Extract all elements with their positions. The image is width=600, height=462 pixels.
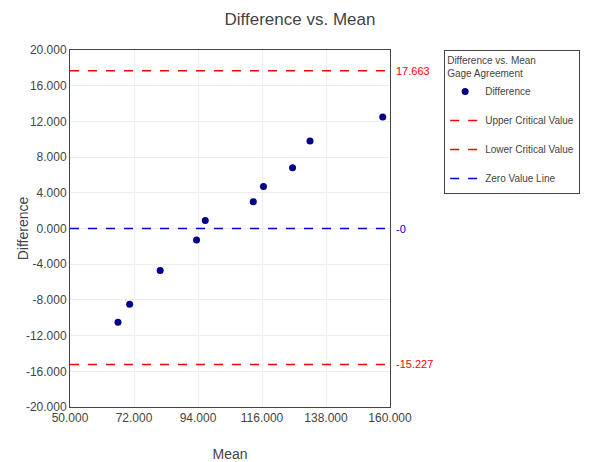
svg-text:Difference: Difference [15, 197, 31, 261]
svg-text:-0: -0 [396, 223, 406, 235]
svg-text:8.000: 8.000 [37, 150, 67, 164]
svg-text:-4.000: -4.000 [33, 257, 67, 271]
svg-text:Lower Critical Value: Lower Critical Value [485, 144, 574, 155]
svg-text:Difference: Difference [485, 86, 531, 97]
svg-text:12.000: 12.000 [30, 115, 67, 129]
svg-text:4.000: 4.000 [37, 186, 67, 200]
svg-text:160.000: 160.000 [368, 411, 412, 425]
svg-text:20.000: 20.000 [30, 43, 67, 57]
svg-text:-20.000: -20.000 [26, 400, 67, 414]
svg-text:-15.227: -15.227 [396, 358, 433, 370]
svg-text:94.000: 94.000 [180, 411, 217, 425]
svg-text:-8.000: -8.000 [33, 293, 67, 307]
svg-text:116.000: 116.000 [241, 411, 284, 425]
svg-text:0.000: 0.000 [37, 222, 67, 236]
svg-text:138.000: 138.000 [304, 411, 348, 425]
svg-text:Upper Critical Value: Upper Critical Value [485, 115, 574, 126]
svg-text:50.000: 50.000 [52, 411, 89, 425]
svg-text:-16.000: -16.000 [26, 365, 67, 379]
svg-text:Difference vs. MeanGage Agreem: Difference vs. MeanGage Agreement [447, 55, 536, 79]
svg-text:17.663: 17.663 [396, 65, 430, 77]
svg-text:-12.000: -12.000 [26, 329, 67, 343]
svg-text:Mean: Mean [212, 446, 247, 462]
svg-text:Zero Value Line: Zero Value Line [485, 173, 555, 184]
svg-text:72.000: 72.000 [116, 411, 153, 425]
svg-text:Difference vs. Mean: Difference vs. Mean [225, 10, 376, 29]
svg-text:16.000: 16.000 [30, 79, 67, 93]
